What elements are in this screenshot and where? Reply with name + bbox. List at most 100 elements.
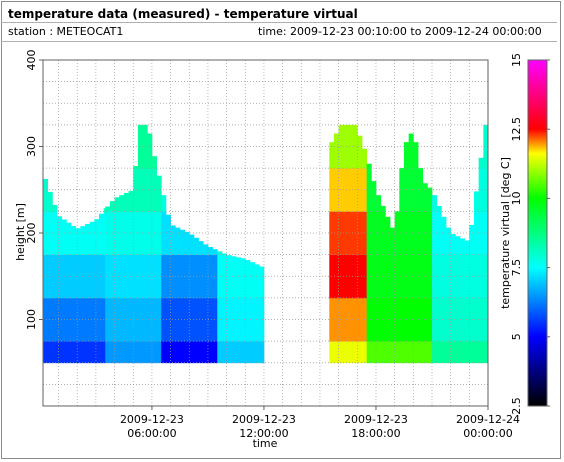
heatmap-cell xyxy=(52,254,58,299)
heatmap-cell xyxy=(240,258,246,299)
heatmap-cell xyxy=(249,341,256,364)
heatmap-cell xyxy=(207,297,213,342)
heatmap-cell xyxy=(128,254,134,299)
heatmap-cell xyxy=(94,219,100,256)
heatmap-cell xyxy=(254,264,260,299)
heatmap-cell xyxy=(221,341,227,364)
heatmap-cell xyxy=(427,341,433,364)
heatmap-cell xyxy=(436,341,442,364)
x-tick-label-time: 06:00:00 xyxy=(127,427,176,440)
x-tick-label-date: 2009-12-24 xyxy=(456,413,520,426)
heatmap-cell xyxy=(66,341,72,364)
heatmap-cell xyxy=(474,254,480,299)
heatmap-cell xyxy=(380,211,386,256)
heatmap-cell xyxy=(422,183,428,212)
heatmap-cell xyxy=(450,234,456,256)
heatmap-cell xyxy=(343,341,349,364)
heatmap-cell xyxy=(347,341,354,364)
heatmap-cell xyxy=(114,197,120,212)
heatmap-cell xyxy=(156,341,162,364)
heatmap-cell xyxy=(380,205,386,212)
heatmap-cell xyxy=(385,341,391,364)
heatmap-cell xyxy=(455,236,461,256)
heatmap-cell xyxy=(75,341,81,364)
heatmap-cell xyxy=(375,341,382,364)
heatmap-cell xyxy=(249,297,256,342)
heatmap-cell xyxy=(333,297,340,342)
heatmap-cell xyxy=(417,297,424,342)
heatmap-cell xyxy=(80,341,86,364)
heatmap-cell xyxy=(338,168,344,212)
colorbar-tick-label: 12.5 xyxy=(510,117,523,142)
heatmap-cell xyxy=(483,124,488,169)
heatmap-cell xyxy=(375,211,382,256)
heatmap-cell xyxy=(57,254,63,299)
y-tick-label: 200 xyxy=(25,223,38,244)
heatmap-cell xyxy=(179,254,185,299)
heatmap-cell xyxy=(431,297,438,342)
heatmap-cell xyxy=(156,175,162,212)
y-tick-label: 100 xyxy=(25,309,38,330)
heatmap-cell xyxy=(80,226,86,256)
heatmap-cell xyxy=(123,297,129,342)
heatmap-cell xyxy=(347,211,354,256)
x-tick-label-time: 00:00:00 xyxy=(463,427,512,440)
heatmap-cell xyxy=(240,341,246,364)
heatmap-cell xyxy=(147,133,153,169)
heatmap-cell xyxy=(422,297,428,342)
heatmap-cell xyxy=(75,254,81,299)
heatmap-cell xyxy=(85,297,91,342)
heatmap-cell xyxy=(184,231,190,256)
heatmap-cell xyxy=(99,341,105,364)
heatmap-cell xyxy=(75,228,81,256)
heatmap-cell xyxy=(254,341,260,364)
heatmap-cell xyxy=(483,297,488,342)
heatmap-cell xyxy=(114,254,120,299)
heatmap-cell xyxy=(357,341,363,364)
heatmap-cell xyxy=(165,297,171,342)
heatmap-cell xyxy=(450,297,456,342)
heatmap-cell xyxy=(240,297,246,342)
heatmap-cell xyxy=(161,195,167,212)
heatmap-cell xyxy=(156,254,162,299)
heatmap-cell xyxy=(431,341,438,364)
heatmap-cell xyxy=(207,254,213,299)
heatmap-cell xyxy=(366,341,372,364)
heatmap-cell xyxy=(89,341,95,364)
heatmap-cell xyxy=(165,214,171,256)
colorbar-label: temperature virtual [deg C] xyxy=(499,157,512,309)
heatmap-cell xyxy=(347,124,354,169)
heatmap-cell xyxy=(385,216,391,256)
heatmap-cell xyxy=(105,341,111,364)
heatmap-cell xyxy=(133,211,139,256)
heatmap-cell xyxy=(357,168,363,212)
grid-lines xyxy=(43,60,488,406)
heatmap-cell xyxy=(147,341,153,364)
heatmap-cell xyxy=(417,341,424,364)
heatmap-cell xyxy=(422,341,428,364)
heatmap-cell xyxy=(445,341,452,364)
heatmap-cell xyxy=(389,227,396,256)
heatmap-cell xyxy=(170,297,176,342)
heatmap-cell xyxy=(474,211,480,256)
heatmap-cell xyxy=(99,297,105,342)
heatmap-cell xyxy=(147,211,153,256)
heatmap-cell xyxy=(156,297,162,342)
heatmap-cell xyxy=(137,254,143,299)
heatmap-cell xyxy=(189,341,195,364)
heatmap-cell xyxy=(333,254,340,299)
heatmap-cell xyxy=(399,297,405,342)
heatmap-cell xyxy=(57,297,63,342)
heatmap-cell xyxy=(43,341,49,364)
heatmap-cell xyxy=(459,341,466,364)
heatmap-cell xyxy=(212,254,218,299)
heatmap-cell xyxy=(385,254,391,299)
heatmap-cell xyxy=(245,341,251,364)
heatmap-cell xyxy=(483,211,488,256)
heatmap-cell xyxy=(375,254,382,299)
heatmap-cell xyxy=(338,297,344,342)
heatmap-cell xyxy=(389,341,396,364)
heatmap-cell xyxy=(333,341,340,364)
heatmap-cell xyxy=(66,297,72,342)
